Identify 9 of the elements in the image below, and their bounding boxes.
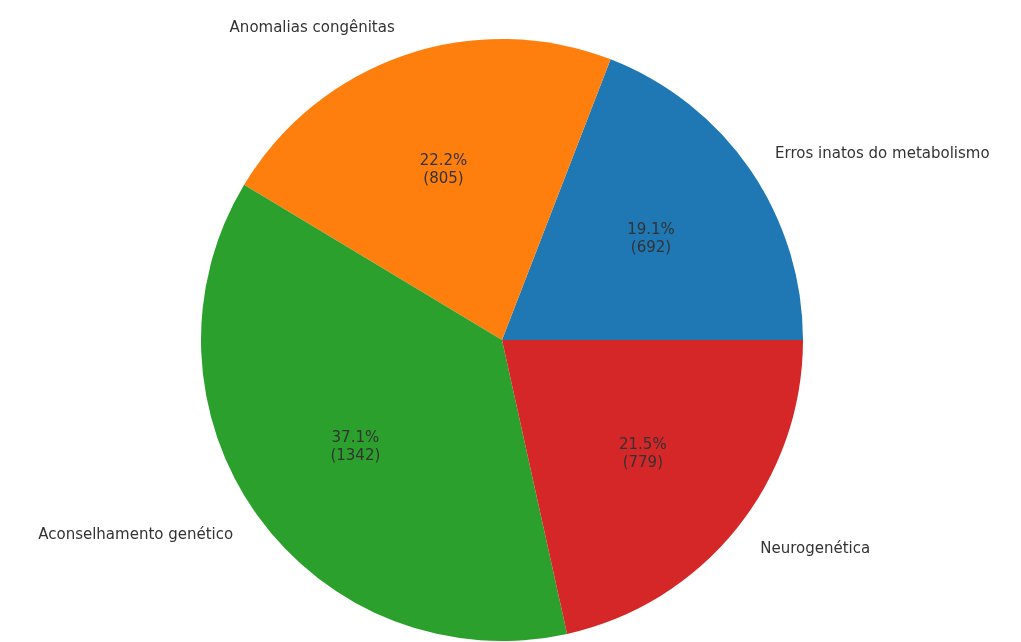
data-label: 19.1% (692): [627, 220, 675, 257]
data-label: 21.5% (779): [619, 435, 667, 472]
slice-label: Aconselhamento genético: [38, 524, 234, 543]
slice-label: Neurogenética: [760, 538, 871, 557]
data-label: 22.2% (805): [419, 151, 468, 188]
pie-slice: [244, 39, 611, 340]
slice-label: Erros inatos do metabolismo: [775, 144, 990, 163]
data-label: 37.1% (1342): [330, 427, 381, 464]
slice-label: Anomalias congênitas: [229, 18, 395, 37]
